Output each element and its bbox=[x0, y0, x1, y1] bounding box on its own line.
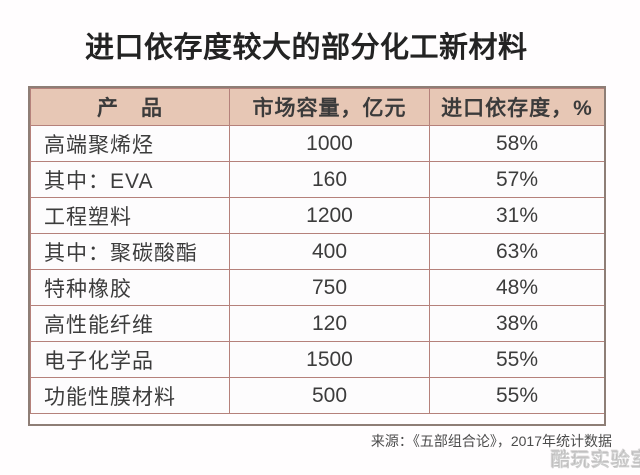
import-dependence-table: 产 品 市场容量，亿元 进口依存度，% 高端聚烯烃 1000 58% 其中：EV… bbox=[30, 88, 605, 414]
capacity-cell: 400 bbox=[229, 233, 430, 270]
table-row: 其中：EVA 160 57% bbox=[30, 161, 605, 198]
table-row: 其中：聚碳酸酯 400 63% bbox=[30, 233, 605, 270]
capacity-cell: 500 bbox=[229, 377, 430, 414]
source-note: 来源：《五部组合论》，2017年统计数据 bbox=[370, 433, 612, 449]
product-cell: 高性能纤维 bbox=[30, 305, 230, 342]
capacity-cell: 120 bbox=[229, 305, 430, 342]
dependence-cell: 48% bbox=[429, 269, 605, 306]
dependence-cell: 55% bbox=[429, 377, 605, 414]
column-header-capacity: 市场容量，亿元 bbox=[229, 88, 430, 126]
table-body: 高端聚烯烃 1000 58% 其中：EVA 160 57% 工程塑料 1200 … bbox=[30, 125, 605, 414]
product-cell: 电子化学品 bbox=[30, 341, 230, 378]
capacity-cell: 750 bbox=[229, 269, 430, 306]
table-row: 功能性膜材料 500 55% bbox=[30, 377, 605, 414]
table-row: 高性能纤维 120 38% bbox=[30, 305, 605, 342]
table-header: 产 品 市场容量，亿元 进口依存度，% bbox=[30, 88, 605, 126]
product-cell: 其中：EVA bbox=[30, 161, 230, 198]
dependence-cell: 31% bbox=[429, 197, 605, 234]
watermark: 酷玩实验室 bbox=[551, 450, 640, 471]
table-row: 工程塑料 1200 31% bbox=[30, 197, 605, 234]
product-cell: 工程塑料 bbox=[30, 197, 230, 234]
column-header-dependence: 进口依存度，% bbox=[429, 88, 605, 126]
product-cell: 功能性膜材料 bbox=[30, 377, 230, 414]
dependence-cell: 38% bbox=[429, 305, 605, 342]
dependence-cell: 57% bbox=[429, 161, 605, 198]
table-row: 特种橡胶 750 48% bbox=[30, 269, 605, 306]
capacity-cell: 1200 bbox=[229, 197, 430, 234]
capacity-cell: 160 bbox=[229, 161, 430, 198]
table-header-row: 产 品 市场容量，亿元 进口依存度，% bbox=[30, 88, 605, 126]
page-title: 进口依存度较大的部分化工新材料 bbox=[85, 32, 528, 64]
dependence-cell: 63% bbox=[429, 233, 605, 270]
table-row: 电子化学品 1500 55% bbox=[30, 341, 605, 378]
product-cell: 高端聚烯烃 bbox=[30, 125, 230, 162]
capacity-cell: 1500 bbox=[229, 341, 430, 378]
capacity-cell: 1000 bbox=[229, 125, 430, 162]
product-cell: 其中：聚碳酸酯 bbox=[30, 233, 230, 270]
dependence-cell: 58% bbox=[429, 125, 605, 162]
column-header-product: 产 品 bbox=[30, 88, 230, 126]
table-row: 高端聚烯烃 1000 58% bbox=[30, 125, 605, 162]
dependence-cell: 55% bbox=[429, 341, 605, 378]
product-cell: 特种橡胶 bbox=[30, 269, 230, 306]
